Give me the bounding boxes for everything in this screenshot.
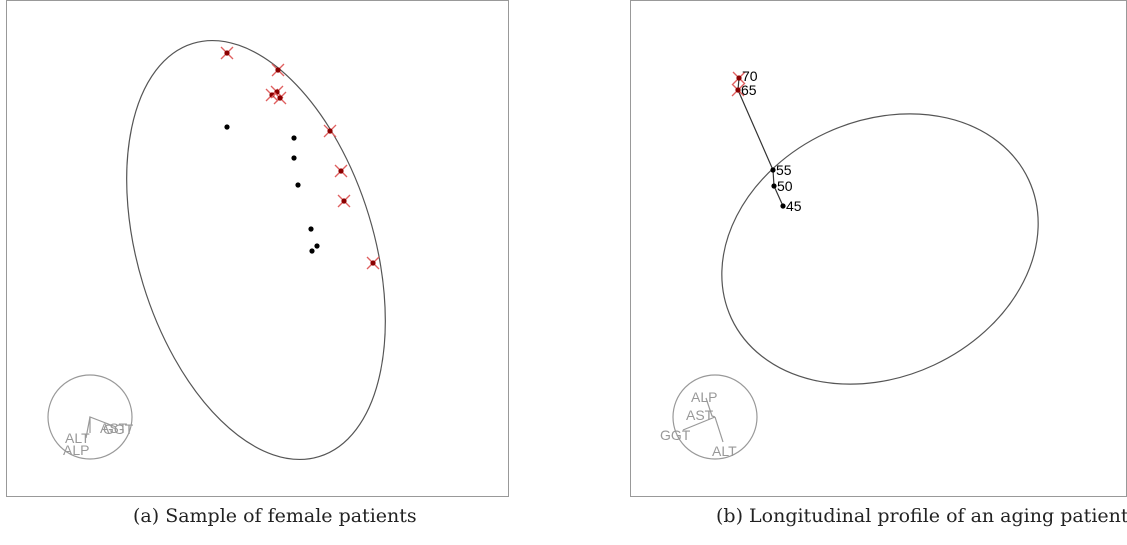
data-point — [780, 203, 786, 209]
data-point — [770, 167, 776, 173]
age-label: 55 — [776, 162, 792, 178]
data-point — [314, 243, 320, 249]
data-point — [291, 155, 297, 161]
figure-caption: (b) Longitudinal profile of an aging pat… — [716, 505, 1127, 527]
biplot-label: GGT — [660, 427, 691, 443]
plot-frame — [6, 0, 509, 497]
panel-b-plot: 70 65 55 50 45 ALP AST GGT ALT — [630, 0, 1127, 497]
outlier-point — [731, 83, 745, 97]
biplot-label: AST — [686, 407, 714, 423]
biplot-label: ALT — [712, 443, 737, 459]
panel-a-plot: ALT ALP AST GGT — [6, 0, 509, 497]
trajectory-points — [770, 167, 786, 209]
data-point — [771, 183, 777, 189]
panel-a: ALT ALP AST GGT — [6, 0, 509, 497]
biplot-label: ALT — [65, 430, 90, 446]
outlier-points — [220, 46, 380, 270]
biplot-axis-alt — [714, 416, 724, 443]
outlier-point — [323, 124, 337, 138]
data-point — [308, 226, 314, 232]
age-label: 50 — [777, 178, 793, 194]
biplot-circle — [47, 374, 133, 460]
panel-b: 70 65 55 50 45 ALP AST GGT ALT — [630, 0, 1127, 497]
biplot-label: GGT — [103, 421, 134, 437]
biplot-inset — [47, 374, 133, 460]
age-label: 70 — [742, 68, 758, 84]
outlier-point — [273, 91, 287, 105]
inlier-points — [224, 124, 320, 254]
outlier-point — [334, 164, 348, 178]
biplot-label: ALP — [63, 442, 89, 458]
age-label: 45 — [786, 198, 802, 214]
outlier-point — [366, 256, 380, 270]
biplot-label: AST — [100, 420, 128, 436]
data-point — [224, 124, 230, 130]
data-point — [291, 135, 297, 141]
biplot-label: ALP — [691, 389, 717, 405]
outlier-point — [271, 63, 285, 77]
outlier-point — [732, 71, 746, 85]
biplot-inset — [672, 374, 758, 460]
biplot-circle — [672, 374, 758, 460]
confidence-ellipse — [126, 39, 386, 461]
biplot-axis-alt — [85, 416, 91, 439]
confidence-ellipse — [721, 113, 1039, 385]
data-point — [309, 248, 315, 254]
outlier-point — [220, 46, 234, 60]
biplot-axis-alp — [705, 397, 716, 418]
trajectory-outliers — [731, 71, 746, 97]
age-label: 65 — [741, 82, 757, 98]
biplot-axis-ggt — [682, 416, 716, 431]
outlier-point — [337, 194, 351, 208]
data-point — [295, 182, 301, 188]
figure-caption: (a) Sample of female patients — [133, 505, 417, 527]
